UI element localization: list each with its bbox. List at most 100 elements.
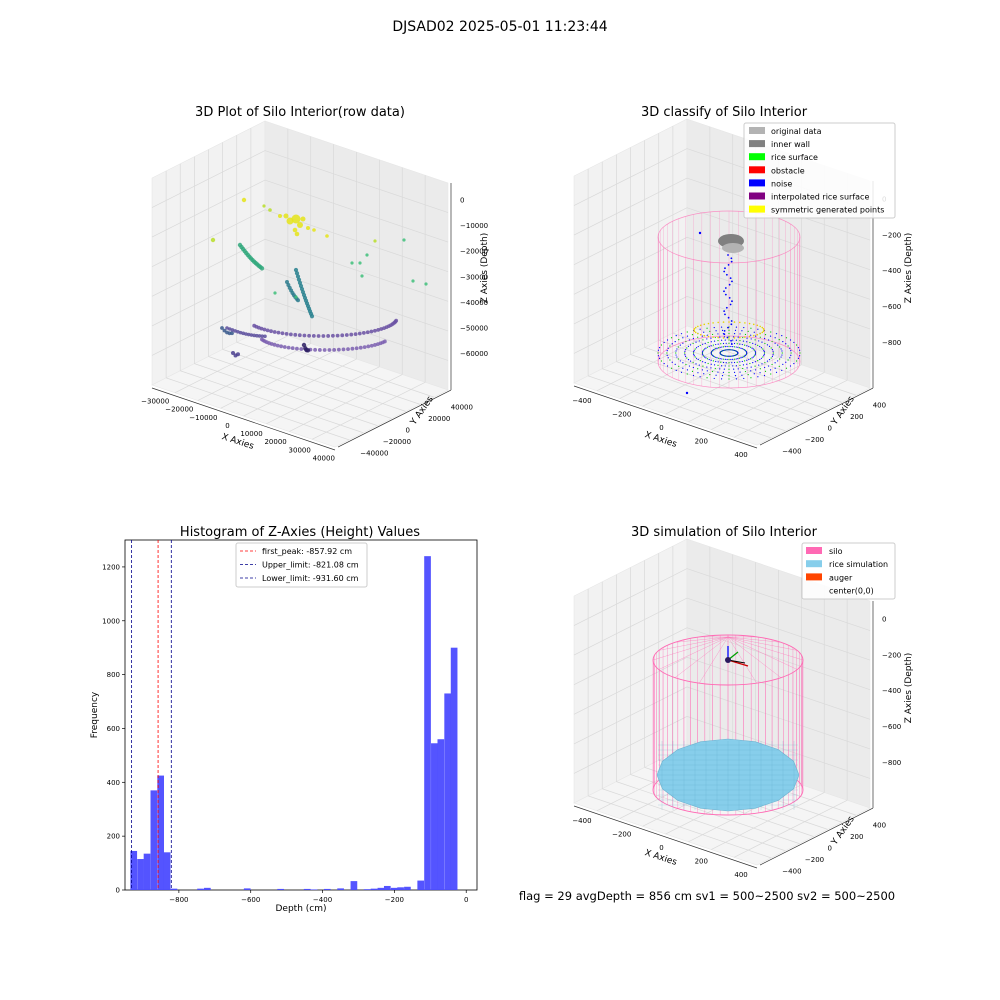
raw-point xyxy=(294,295,298,299)
rice-surface-point xyxy=(727,349,729,351)
silo-roof-wire xyxy=(658,636,729,670)
rice-surface-point xyxy=(686,373,688,375)
rice-surface-point xyxy=(742,364,745,366)
rice-surface-point xyxy=(674,363,676,365)
rice-surface-point xyxy=(789,357,791,359)
rice-surface-point xyxy=(739,343,741,345)
rice-surface-point xyxy=(713,377,715,380)
rice-surface-point xyxy=(716,357,718,359)
y-tick-label: 400 xyxy=(873,822,886,830)
symmetric-point xyxy=(759,325,761,328)
legend-label: silo xyxy=(829,547,843,556)
classify-panel-title: 3D classify of Silo Interior xyxy=(641,105,808,120)
symmetric-point xyxy=(739,321,741,324)
raw-point xyxy=(350,261,354,265)
x-tick-label: −400 xyxy=(313,896,332,904)
rice-surface-point xyxy=(733,358,736,360)
rice-surface-point xyxy=(728,375,730,377)
x-tick-label: −20000 xyxy=(165,406,193,414)
raw-point-streak xyxy=(296,298,300,303)
rice-surface-point xyxy=(706,327,708,329)
symmetric-point xyxy=(763,329,765,331)
rice-surface-point xyxy=(752,348,754,350)
rice-surface-point xyxy=(732,346,734,348)
classify-point-cloud xyxy=(657,210,801,395)
rice-surface-point xyxy=(728,332,730,335)
rice-surface-point xyxy=(795,344,798,346)
rice-surface-point xyxy=(707,341,709,344)
raw-point xyxy=(325,234,329,238)
raw-point-deep-arc xyxy=(275,343,280,348)
rice-surface-point xyxy=(733,336,735,338)
x-axis-line xyxy=(573,805,758,869)
raw-point-streak xyxy=(225,326,229,330)
silo-roof-wire xyxy=(674,636,729,678)
raw-point-deep-arc xyxy=(262,327,267,332)
noise-point xyxy=(723,330,726,332)
rice-surface-point xyxy=(677,358,679,360)
rice-surface-point xyxy=(759,345,761,348)
z-tick-label: −600 xyxy=(882,723,901,731)
raw-point-streak xyxy=(255,333,259,338)
rice-surface-point xyxy=(763,352,766,354)
histogram-bar xyxy=(363,889,371,890)
rice-surface-point xyxy=(755,369,757,371)
rice-surface-point xyxy=(704,342,706,344)
rice-surface-point xyxy=(724,346,726,348)
raw-point-streak xyxy=(257,334,262,338)
y-tick-label: −40000 xyxy=(360,449,388,457)
rice-surface-point xyxy=(706,334,708,336)
rice-surface-point xyxy=(726,345,728,348)
histogram-bar xyxy=(377,887,385,890)
simulation-model xyxy=(652,634,804,816)
rice-surface-point xyxy=(780,348,782,350)
raw-point-deep-arc xyxy=(282,345,287,349)
rice-surface-point xyxy=(715,356,717,358)
histogram-bar xyxy=(383,885,391,890)
raw-point-streak xyxy=(309,314,315,319)
rice-surface-point xyxy=(737,368,739,370)
rice-surface-point xyxy=(680,371,683,373)
symmetric-point xyxy=(694,331,697,334)
rice-surface-point xyxy=(750,370,752,372)
z-tick-label: −10000 xyxy=(460,222,488,230)
raw-point-deep-arc xyxy=(311,333,316,338)
rice-surface-point xyxy=(789,347,791,349)
rice-surface-point xyxy=(731,355,733,357)
z-tick-label: −200 xyxy=(882,231,901,239)
rice-surface-point xyxy=(734,329,737,331)
rice-surface-point xyxy=(676,356,678,358)
histogram-bar xyxy=(137,859,144,890)
y-tick-label: 200 xyxy=(850,833,863,841)
figure-title: DJSAD02 2025-05-01 11:23:44 xyxy=(392,19,607,35)
rice-surface-point xyxy=(799,355,801,357)
rice-surface-point xyxy=(702,354,704,356)
raw-point-streak xyxy=(230,331,234,336)
symmetric-point xyxy=(761,326,764,329)
rice-surface-point xyxy=(766,360,769,362)
histogram-bar xyxy=(163,852,171,890)
floor-grid-line xyxy=(311,381,426,440)
raw-point xyxy=(210,237,216,243)
noise-point xyxy=(724,293,727,296)
raw-point-deep-arc xyxy=(354,346,359,351)
floor-grid-line xyxy=(711,792,825,850)
height-grid-line xyxy=(151,268,449,332)
silo-roof-wire xyxy=(699,636,729,684)
rice-surface-point xyxy=(719,346,721,348)
rice-surface-point xyxy=(754,351,757,353)
rice-surface-point xyxy=(688,339,691,341)
rice-surface-point xyxy=(782,363,784,365)
histogram-bar xyxy=(157,775,165,890)
raw-point xyxy=(241,197,247,203)
rice-surface-point xyxy=(740,347,742,349)
rice-surface-point xyxy=(705,357,707,359)
rice-surface-point xyxy=(735,365,737,367)
rice-surface-point xyxy=(698,340,700,342)
x-tick-label: 40000 xyxy=(313,455,335,463)
y-tick-label: −20000 xyxy=(383,438,411,446)
rice-surface-point xyxy=(694,356,696,358)
height-grid-line xyxy=(573,627,871,691)
rice-surface-point xyxy=(728,358,730,361)
histogram-bar xyxy=(350,881,358,890)
